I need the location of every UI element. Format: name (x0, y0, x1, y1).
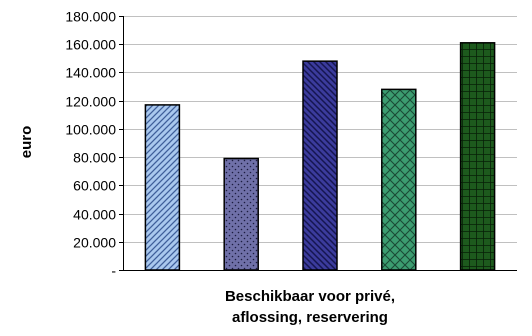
y-tick-label: 100.000 (65, 122, 116, 138)
y-tick-label: 160.000 (65, 37, 116, 53)
y-axis-title: euro (18, 126, 35, 159)
y-tick-label: 60.000 (73, 178, 116, 194)
y-tick-label: 80.000 (73, 150, 116, 166)
x-axis-title-line-1: Beschikbaar voor privé, (224, 288, 396, 305)
y-tick-label: 20.000 (73, 235, 116, 251)
y-tick-label: 180.000 (65, 9, 116, 25)
x-axis-title: Beschikbaar voor privé, aflossing, reser… (160, 286, 460, 328)
y-tick-label: 120.000 (65, 94, 116, 110)
bar-3 (302, 60, 338, 271)
y-tick-label: 40.000 (73, 207, 116, 223)
y-tick-labels: - 20.000 40.000 60.000 80.000 100.000 120.000 1… (65, 9, 116, 279)
bar-2 (223, 157, 259, 271)
bar-5 (459, 42, 496, 271)
y-tick-label: 140.000 (65, 65, 116, 81)
y-tick-label: - (111, 263, 116, 279)
bars (144, 42, 496, 271)
bar-1 (144, 104, 181, 271)
x-axis-title-line-2: aflossing, reservering (232, 309, 388, 326)
bar-4 (381, 88, 417, 271)
